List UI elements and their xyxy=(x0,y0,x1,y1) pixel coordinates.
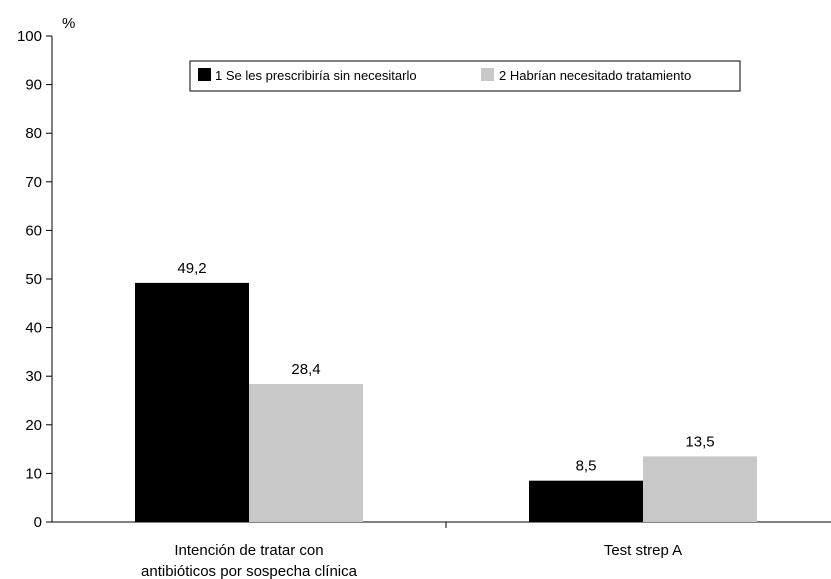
data-label: 49,2 xyxy=(177,260,206,277)
legend-swatch-series-1 xyxy=(198,68,211,81)
y-tick-label: 60 xyxy=(25,222,42,239)
legend: 1 Se les prescribiría sin necesitarlo 2 … xyxy=(189,60,741,92)
x-category-label: Test strep A xyxy=(604,542,682,559)
y-tick-label: 30 xyxy=(25,368,42,385)
data-label: 8,5 xyxy=(576,458,597,475)
y-tick-label: 0 xyxy=(34,514,42,531)
data-labels: 49,2 28,4 8,5 13,5 xyxy=(177,260,714,475)
legend-label-series-2: 2 Habrían necesitado tratamiento xyxy=(499,68,691,83)
legend-box xyxy=(189,60,741,92)
bar-series-2-cat-2 xyxy=(643,456,757,522)
y-axis-unit-label: % xyxy=(62,15,75,32)
bar-series-2-cat-1 xyxy=(249,383,363,522)
y-tick-label: 20 xyxy=(25,417,42,434)
x-category-label: Intención de tratar con antibióticos por … xyxy=(141,542,358,579)
data-label: 13,5 xyxy=(685,433,714,450)
data-label: 28,4 xyxy=(291,361,320,378)
legend-label-series-1: 1 Se les prescribiría sin necesitarlo xyxy=(215,68,417,83)
y-tick-label: 10 xyxy=(25,465,42,482)
y-tick-label: 50 xyxy=(25,271,42,288)
bars xyxy=(135,282,757,522)
y-tick-label: 70 xyxy=(25,174,42,191)
y-tick-label: 80 xyxy=(25,125,42,142)
bar-series-1-cat-2 xyxy=(529,480,643,522)
bar-series-1-cat-1 xyxy=(135,282,249,522)
y-tick-label: 90 xyxy=(25,77,42,94)
y-tick-label: 100 xyxy=(17,28,42,45)
y-tick-label: 40 xyxy=(25,320,42,337)
legend-swatch-series-2 xyxy=(481,68,494,81)
